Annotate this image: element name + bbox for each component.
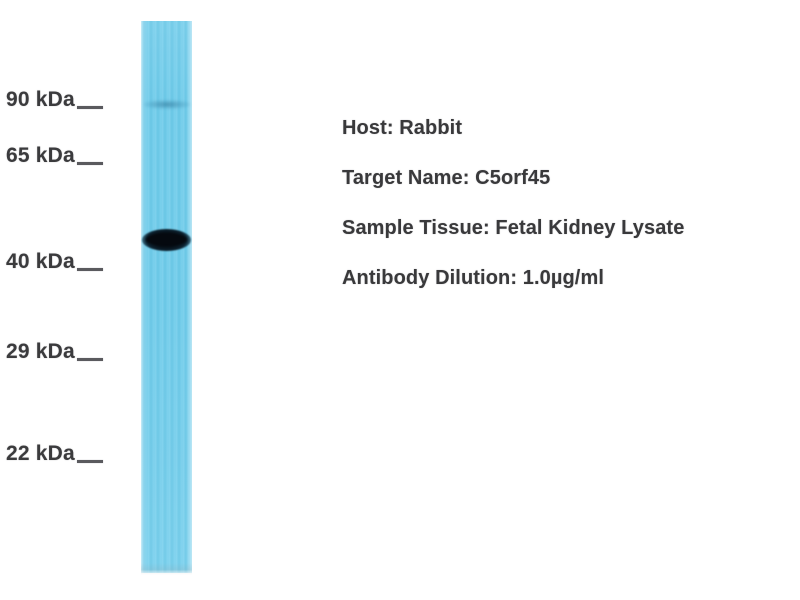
annotation-host: Host: Rabbit [342, 117, 463, 139]
mw-marker-label: 65 kDa [6, 144, 75, 167]
gel-lane [141, 21, 192, 573]
annotation-sample-tissue: Sample Tissue: Fetal Kidney Lysate [342, 217, 685, 239]
mw-marker-22: 22 kDa [6, 442, 103, 466]
mw-tick-icon [76, 460, 103, 463]
faint-band-90kda [144, 100, 190, 109]
annotation-antibody-dilution: Antibody Dilution: 1.0µg/ml [342, 267, 604, 289]
mw-marker-label: 22 kDa [6, 442, 75, 465]
mw-marker-label: 90 kDa [6, 88, 75, 111]
primary-band-core [146, 233, 187, 246]
mw-marker-label: 29 kDa [6, 340, 75, 363]
mw-tick-icon [76, 358, 103, 361]
mw-tick-icon [76, 162, 103, 165]
mw-marker-29: 29 kDa [6, 340, 103, 364]
mw-marker-65: 65 kDa [6, 144, 103, 168]
gel-lane-bottom-fade [141, 563, 192, 575]
mw-marker-90: 90 kDa [6, 88, 103, 112]
annotation-block: Host: Rabbit Target Name: C5orf45 Sample… [342, 103, 800, 303]
mw-tick-icon [76, 268, 103, 271]
annotation-target-name: Target Name: C5orf45 [342, 167, 551, 189]
mw-marker-label: 40 kDa [6, 250, 75, 273]
mw-tick-icon [76, 106, 103, 109]
mw-marker-40: 40 kDa [6, 250, 103, 274]
